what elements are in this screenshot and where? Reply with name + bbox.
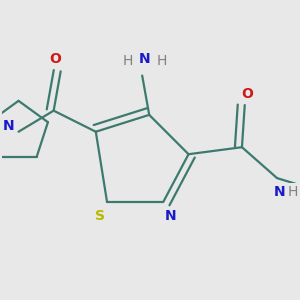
- Text: N: N: [164, 209, 176, 223]
- Text: N: N: [139, 52, 151, 66]
- Text: O: O: [49, 52, 61, 66]
- Text: O: O: [242, 87, 254, 101]
- Text: H: H: [123, 55, 133, 68]
- Text: H: H: [287, 185, 298, 199]
- Text: N: N: [3, 119, 14, 133]
- Text: H: H: [157, 55, 167, 68]
- Text: N: N: [274, 185, 286, 199]
- Text: S: S: [95, 209, 105, 223]
